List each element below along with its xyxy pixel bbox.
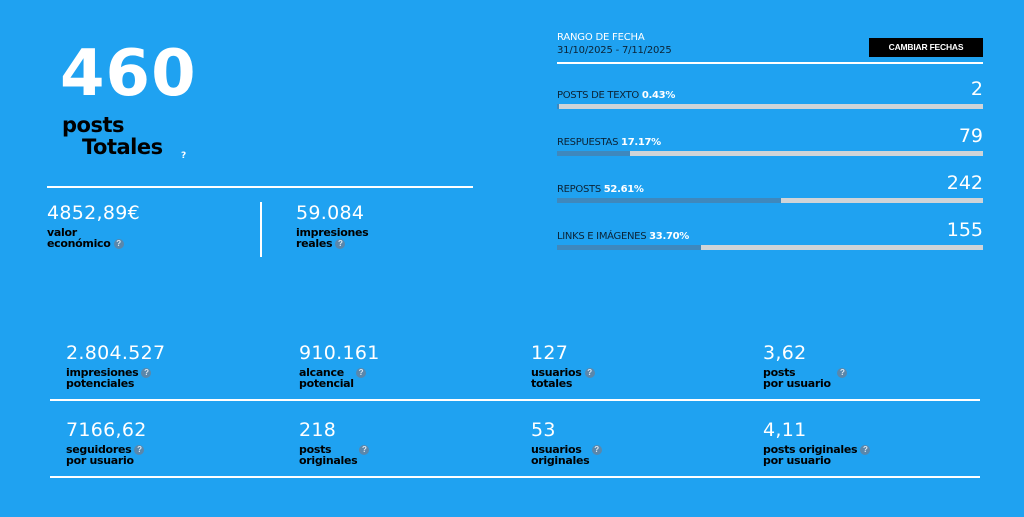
stat-label-line1: posts <box>299 443 332 456</box>
stat-label-line2: potenciales <box>66 377 135 390</box>
stat-label-line2: por usuario <box>763 454 831 467</box>
breakdown-count: 79 <box>958 125 983 147</box>
progress-fill <box>557 151 631 156</box>
stat-label-line2: totales <box>531 377 573 390</box>
stat-value: 2.804.527 <box>66 342 166 364</box>
progress-track <box>557 198 983 203</box>
help-icon[interactable]: ? <box>860 445 871 455</box>
total-posts-label-line1: posts <box>62 113 124 137</box>
help-icon[interactable]: ? <box>335 239 346 249</box>
divider <box>50 476 980 478</box>
stat-label-line2: por usuario <box>763 377 831 390</box>
breakdown-label-text: POSTS DE TEXTO <box>557 90 639 101</box>
stat-usuarios-originales: 53 usuarios? originales <box>531 419 602 466</box>
stat-value: 127 <box>531 342 569 364</box>
breakdown-label: POSTS DE TEXTO 0.43% <box>557 90 675 101</box>
kpi-value: 4852,89€ <box>47 202 141 224</box>
stat-label-line1: alcance <box>299 366 344 379</box>
breakdown-pct: 0.43% <box>641 90 676 101</box>
kpi-label: impresiones reales? <box>296 226 369 250</box>
help-icon[interactable]: ? <box>113 239 124 249</box>
stat-label-line2: originales <box>531 454 590 467</box>
total-posts-label-line2: Totales <box>82 135 163 159</box>
kpi-label-line1: impresiones <box>296 226 369 239</box>
vertical-divider <box>260 202 262 257</box>
breakdown-label: REPOSTS 52.61% <box>557 184 644 195</box>
stat-value: 3,62 <box>763 342 807 364</box>
stat-value: 7166,62 <box>66 419 147 441</box>
help-icon[interactable]: ? <box>591 445 602 455</box>
total-posts-help-icon[interactable]: ? <box>181 151 187 161</box>
divider <box>50 399 980 401</box>
progress-fill <box>557 245 701 250</box>
help-icon[interactable]: ? <box>134 445 145 455</box>
stat-posts-por-usuario: 3,62 posts? por usuario <box>763 342 848 390</box>
stat-label: usuarios? originales <box>531 444 602 466</box>
kpi-label-line1: valor <box>47 226 77 239</box>
stat-value: 910.161 <box>299 342 380 364</box>
stat-label-line2: potencial <box>299 377 354 390</box>
breakdown-pct: 17.17% <box>621 137 661 148</box>
breakdown-count: 242 <box>946 172 983 194</box>
kpi-impresiones-reales: 59.084 impresiones reales? <box>296 202 369 250</box>
progress-track <box>557 151 983 156</box>
stat-value: 4,11 <box>763 419 807 441</box>
breakdown-pct: 33.70% <box>649 231 689 242</box>
stat-label-line1: seguidores <box>66 443 132 456</box>
help-icon[interactable]: ? <box>584 368 595 378</box>
stat-label: posts originales? por usuario <box>763 443 871 467</box>
stat-label-line1: impresiones <box>66 366 139 379</box>
kpi-label-line2: reales <box>296 237 333 250</box>
kpi-label-line2: económico <box>47 237 111 250</box>
kpi-label: valor económico? <box>47 227 140 249</box>
help-icon[interactable]: ? <box>141 368 152 378</box>
progress-fill <box>557 104 559 109</box>
stat-label-line2: originales <box>299 454 358 467</box>
breakdown-label-text: RESPUESTAS <box>557 137 619 148</box>
stat-alcance-potencial: 910.161 alcance? potencial <box>299 342 380 389</box>
breakdown-label-text: REPOSTS <box>557 184 601 195</box>
divider <box>47 186 473 188</box>
help-icon[interactable]: ? <box>355 368 366 378</box>
change-dates-button[interactable]: CAMBIAR FECHAS <box>869 38 983 57</box>
total-posts-label: posts Totales <box>62 114 163 158</box>
stat-label-line2: por usuario <box>66 454 134 467</box>
breakdown-label-text: LINKS E IMÁGENES <box>557 231 647 242</box>
help-icon[interactable]: ? <box>359 445 370 455</box>
total-posts-value: 460 <box>60 37 197 111</box>
stat-label: usuarios? totales <box>531 367 595 389</box>
progress-track <box>557 245 983 250</box>
stat-posts-originales: 218 posts? originales <box>299 419 370 467</box>
stat-label: alcance? potencial <box>299 367 380 389</box>
stat-value: 53 <box>531 419 556 441</box>
stat-label-line1: posts originales <box>763 443 858 456</box>
stat-usuarios-totales: 127 usuarios? totales <box>531 342 595 389</box>
date-range-title: RANGO DE FECHA <box>557 32 645 43</box>
stat-label: posts? por usuario <box>763 366 848 390</box>
stat-label: impresiones? potenciales <box>66 367 165 389</box>
stat-label-line1: posts <box>763 366 796 379</box>
breakdown-pct: 52.61% <box>603 184 644 195</box>
stat-label: posts? originales <box>299 443 370 467</box>
stat-value: 218 <box>299 419 337 441</box>
date-range-value: 31/10/2025 - 7/11/2025 <box>557 45 672 56</box>
stat-label-line1: usuarios <box>531 443 582 456</box>
stat-label: seguidores? por usuario <box>66 444 147 466</box>
progress-track <box>557 104 983 109</box>
stat-label-line1: usuarios <box>531 366 582 379</box>
divider <box>557 62 983 64</box>
progress-fill <box>557 198 782 203</box>
stat-posts-originales-por-usuario: 4,11 posts originales? por usuario <box>763 419 871 467</box>
help-icon[interactable]: ? <box>837 368 848 378</box>
breakdown-label: RESPUESTAS 17.17% <box>557 137 661 148</box>
stat-seguidores-por-usuario: 7166,62 seguidores? por usuario <box>66 419 147 466</box>
breakdown-label: LINKS E IMÁGENES 33.70% <box>557 231 689 242</box>
kpi-valor-economico: 4852,89€ valor económico? <box>47 202 140 249</box>
kpi-value: 59.084 <box>296 202 365 224</box>
breakdown-count: 2 <box>970 78 983 100</box>
stat-impresiones-potenciales: 2.804.527 impresiones? potenciales <box>66 342 165 389</box>
breakdown-count: 155 <box>946 219 983 241</box>
